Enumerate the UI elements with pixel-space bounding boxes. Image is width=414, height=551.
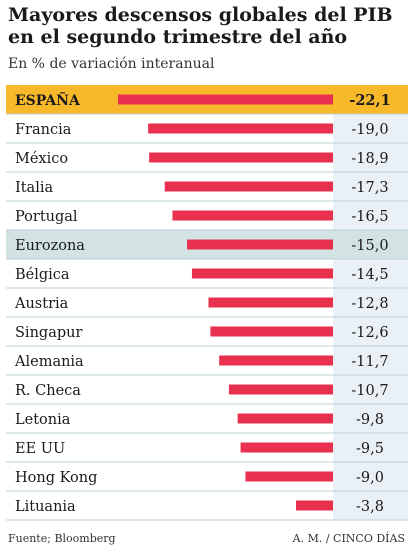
category-label: Eurozona (15, 238, 85, 254)
value-label: -3,8 (356, 499, 384, 515)
category-label: Italia (15, 180, 53, 196)
bar (245, 471, 333, 482)
value-label: -9,0 (356, 470, 384, 486)
category-label: R. Checa (15, 383, 81, 399)
bar (164, 181, 333, 192)
bar (172, 210, 333, 221)
value-label: -9,5 (356, 441, 384, 457)
category-label: Letonia (15, 412, 71, 428)
bar (240, 442, 333, 453)
bar (148, 123, 333, 134)
chart-title: Mayores descensos globales del PIB en el… (8, 4, 393, 48)
value-label: -12,8 (351, 296, 388, 312)
bar (219, 355, 333, 366)
category-label: Alemania (14, 354, 84, 370)
value-label: -17,3 (351, 180, 388, 196)
category-label: Bélgica (15, 267, 70, 283)
value-label: -16,5 (351, 209, 388, 225)
bar (191, 268, 333, 279)
value-label: -11,7 (351, 354, 388, 370)
bar (118, 94, 333, 105)
category-label: México (15, 151, 68, 167)
category-label: Austria (14, 296, 69, 312)
value-label: -14,5 (351, 267, 388, 283)
value-column-bg (333, 85, 408, 520)
bar (237, 413, 333, 424)
category-label: Francia (15, 122, 72, 138)
chart-subtitle: En % de variación interanual (8, 56, 215, 72)
bar (210, 326, 333, 337)
value-label: -12,6 (351, 325, 388, 341)
source-note: Fuente; Bloomberg (8, 532, 116, 545)
category-label: EE UU (15, 441, 65, 457)
value-label: -18,9 (351, 151, 388, 167)
category-label: Portugal (15, 209, 78, 225)
category-label: Singapur (15, 325, 82, 341)
bar (296, 500, 333, 511)
bar-chart: ESPAÑA -22,1 Francia -19,0 México -18,9 Italia… (6, 85, 408, 521)
bar (149, 152, 333, 163)
credit-note: A. M. / CINCO DÍAS (292, 532, 405, 545)
bar (187, 239, 333, 250)
category-label: Lituania (15, 499, 76, 515)
value-label: -9,8 (356, 412, 384, 428)
value-label: -15,0 (351, 238, 388, 254)
value-label: -19,0 (351, 122, 388, 138)
value-label: -10,7 (351, 383, 388, 399)
value-label: -22,1 (349, 92, 390, 109)
category-label: ESPAÑA (15, 90, 81, 109)
bar (208, 297, 333, 308)
bar (228, 384, 333, 395)
category-label: Hong Kong (15, 470, 97, 486)
